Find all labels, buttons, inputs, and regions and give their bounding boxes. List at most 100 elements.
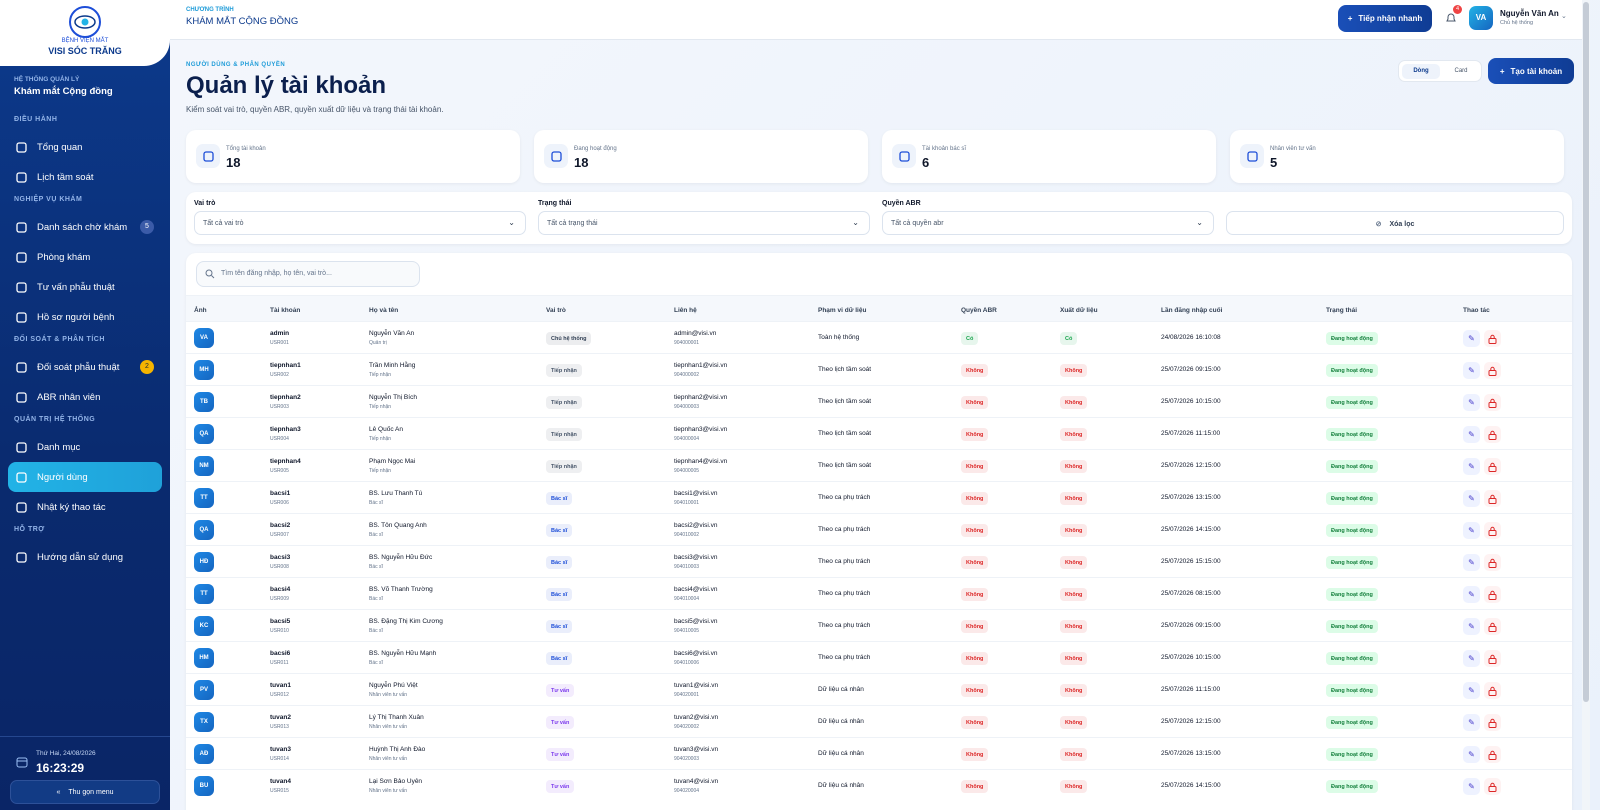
edit-button[interactable]: ✎	[1463, 490, 1480, 507]
lock-icon	[1488, 494, 1497, 504]
table-row: HĐ bacsi3 USR008 BS. Nguyễn Hữu Đức Bác sĩ Bá…	[186, 545, 1572, 577]
table-row: QA tiepnhan3 USR004 Lê Quốc An Tiếp nhận Tiếp…	[186, 417, 1572, 449]
nav-item[interactable]: ABR nhân viên	[8, 382, 162, 412]
nav-item[interactable]: Tư vấn phẫu thuật	[8, 272, 162, 302]
edit-button[interactable]: ✎	[1463, 522, 1480, 539]
lock-button[interactable]	[1484, 426, 1501, 443]
edit-button[interactable]: ✎	[1463, 554, 1480, 571]
phone: 904000001	[674, 340, 700, 346]
nav-item[interactable]: Danh mục	[8, 432, 162, 462]
filter-select[interactable]: Tất cả trạng thái ⌄	[538, 211, 870, 235]
lock-button[interactable]	[1484, 778, 1501, 795]
edit-button[interactable]: ✎	[1463, 714, 1480, 731]
job-title: Bác sĩ	[369, 628, 383, 634]
role-badge: Bác sĩ	[546, 524, 573, 537]
lock-button[interactable]	[1484, 394, 1501, 411]
view-row[interactable]: Dòng	[1402, 64, 1440, 79]
filter-select[interactable]: Tất cả vai trò ⌄	[194, 211, 526, 235]
table-row: VA admin USR001 Nguyễn Văn An Quản trị Chủ hệ…	[186, 321, 1572, 353]
lock-button[interactable]	[1484, 490, 1501, 507]
nav-item[interactable]: Người dùng	[8, 462, 162, 492]
edit-button[interactable]: ✎	[1463, 618, 1480, 635]
lock-button[interactable]	[1484, 650, 1501, 667]
stat-icon	[196, 144, 220, 168]
lock-icon	[1488, 750, 1497, 760]
lock-icon	[1488, 334, 1497, 344]
table-row: TX tuvan2 USR013 Lý Thị Thanh Xuân Nhân viên…	[186, 705, 1572, 737]
job-title: Bác sĩ	[369, 564, 383, 570]
filter-select[interactable]: Tất cả quyền abr ⌄	[882, 211, 1214, 235]
nav-item[interactable]: Lịch tầm soát	[8, 162, 162, 192]
system-label: HỆ THỐNG QUẢN LÝ	[14, 76, 80, 83]
nav-item[interactable]: Hướng dẫn sử dụng	[8, 542, 162, 572]
nav-item[interactable]: Phòng khám	[8, 242, 162, 272]
abr-badge: Không	[961, 556, 989, 569]
user-code: USR001	[270, 340, 289, 346]
logo: BỆNH VIỆN MẮT VISI SÓC TRĂNG	[0, 0, 170, 66]
collapse-button[interactable]: «Thu gọn menu	[10, 780, 160, 804]
user-menu-arrow[interactable]: ⌄	[1561, 13, 1567, 20]
edit-button[interactable]: ✎	[1463, 394, 1480, 411]
edit-button[interactable]: ✎	[1463, 650, 1480, 667]
lock-button[interactable]	[1484, 714, 1501, 731]
nav-item[interactable]: Đối soát phẫu thuật 2	[8, 352, 162, 382]
nav-item[interactable]: Tổng quan	[8, 132, 162, 162]
edit-button[interactable]: ✎	[1463, 746, 1480, 763]
email: bacsi2@visi.vn	[674, 522, 718, 529]
full-name: Lại Sơn Bảo Uyên	[369, 778, 423, 785]
clear-filter-label: Xóa lọc	[1389, 221, 1415, 228]
lock-button[interactable]	[1484, 746, 1501, 763]
last-login: 25/07/2026 14:15:00	[1161, 782, 1221, 789]
lock-button[interactable]	[1484, 362, 1501, 379]
user-avatar[interactable]: VA	[1469, 6, 1493, 30]
table-row: MH tiepnhan1 USR002 Trần Minh Hằng Tiếp nhận…	[186, 353, 1572, 385]
nav-item[interactable]: Danh sách chờ khám 5	[8, 212, 162, 242]
phone: 904000003	[674, 404, 700, 410]
lock-button[interactable]	[1484, 330, 1501, 347]
email: tiepnhan3@visi.vn	[674, 426, 728, 433]
lock-button[interactable]	[1484, 618, 1501, 635]
lock-button[interactable]	[1484, 586, 1501, 603]
data-scope: Theo lịch tầm soát	[818, 398, 872, 405]
job-title: Bác sĩ	[369, 660, 383, 666]
bell-icon[interactable]	[1444, 11, 1458, 25]
icon	[16, 471, 27, 483]
nav-item[interactable]: Hồ sơ người bệnh	[8, 302, 162, 332]
stat-card: Tổng tài khoản 18	[186, 130, 520, 183]
program-label: CHƯƠNG TRÌNH	[186, 7, 234, 13]
lock-button[interactable]	[1484, 522, 1501, 539]
full-name: BS. Tôn Quang Anh	[369, 522, 427, 529]
nav-item[interactable]: Nhật ký thao tác	[8, 492, 162, 522]
lock-icon	[1488, 622, 1497, 632]
search-input[interactable]: Tìm tên đăng nhập, họ tên, vai trò...	[196, 261, 420, 287]
view-card[interactable]: Card	[1454, 68, 1468, 74]
edit-button[interactable]: ✎	[1463, 586, 1480, 603]
edit-button[interactable]: ✎	[1463, 426, 1480, 443]
filter-label: Vai trò	[194, 200, 216, 207]
clear-filter[interactable]: ⊘ Xóa lọc	[1226, 211, 1564, 235]
edit-button[interactable]: ✎	[1463, 682, 1480, 699]
create-button[interactable]: + Tạo tài khoản	[1488, 58, 1574, 84]
export-badge: Không	[1060, 748, 1088, 761]
lock-button[interactable]	[1484, 554, 1501, 571]
nav-section: ĐIỀU HÀNH	[14, 116, 58, 123]
status-badge: Đang hoạt động	[1326, 332, 1378, 345]
edit-button[interactable]: ✎	[1463, 778, 1480, 795]
edit-button[interactable]: ✎	[1463, 458, 1480, 475]
role-badge: Tiếp nhận	[546, 428, 582, 441]
export-badge: Không	[1060, 684, 1088, 697]
abr-badge: Có	[961, 332, 979, 345]
stat-label: Tài khoản bác sĩ	[922, 146, 967, 152]
edit-button[interactable]: ✎	[1463, 330, 1480, 347]
icon	[550, 150, 562, 162]
phone: 904000005	[674, 468, 700, 474]
user-code: USR012	[270, 692, 289, 698]
status-badge: Đang hoạt động	[1326, 780, 1378, 793]
edit-button[interactable]: ✎	[1463, 362, 1480, 379]
email: tuvan3@visi.vn	[674, 746, 719, 753]
table-row: HM bacsi6 USR011 BS. Nguyễn Hữu Mạnh Bác sĩ B…	[186, 641, 1572, 673]
lock-button[interactable]	[1484, 682, 1501, 699]
lock-button[interactable]	[1484, 458, 1501, 475]
quick-button[interactable]: + Tiếp nhận nhanh	[1338, 5, 1432, 32]
job-title: Bác sĩ	[369, 500, 383, 506]
